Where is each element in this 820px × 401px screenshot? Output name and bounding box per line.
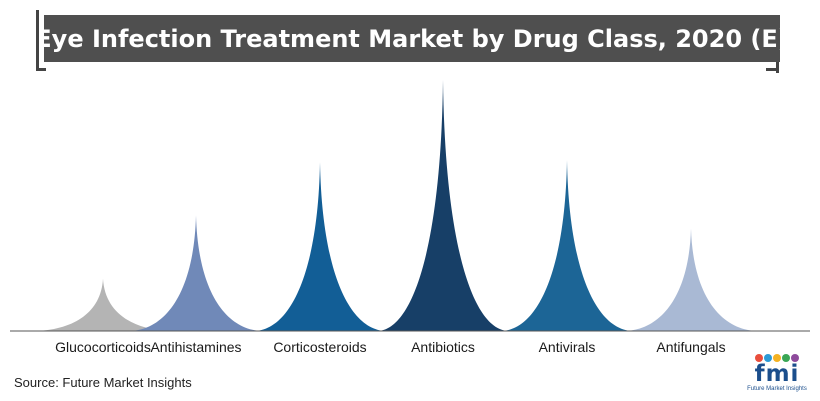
- logo-tagline: Future Market Insights: [747, 386, 807, 392]
- peak-glucocorticoids: [38, 278, 168, 331]
- chart-title: Eye Infection Treatment Market by Drug C…: [44, 15, 780, 62]
- peak-antibiotics: [378, 80, 508, 331]
- frame-corner-top-left-foot: [36, 68, 46, 71]
- logo-dot: [773, 354, 781, 362]
- logo-dot: [782, 354, 790, 362]
- category-label-antihistamines: Antihistamines: [150, 339, 241, 355]
- category-label-antivirals: Antivirals: [539, 339, 596, 355]
- logo-dot: [764, 354, 772, 362]
- logo-brand: fmi: [754, 361, 800, 387]
- category-label-corticosteroids: Corticosteroids: [273, 339, 366, 355]
- category-labels-group: Glucocorticoids Antihistamines Corticoster…: [55, 339, 725, 355]
- peak-antivirals: [502, 160, 632, 331]
- logo-dot: [755, 354, 763, 362]
- fmi-logo: fmi Future Market Insights: [737, 350, 817, 396]
- frame-corner-right-foot: [766, 68, 779, 71]
- peaks-group: [38, 80, 756, 331]
- source-note: Source: Future Market Insights: [14, 375, 192, 390]
- peak-corticosteroids: [255, 162, 385, 331]
- peak-antifungals: [626, 228, 756, 331]
- category-label-glucocorticoids: Glucocorticoids: [55, 339, 151, 355]
- frame-corner-top-left: [36, 10, 39, 71]
- category-label-antibiotics: Antibiotics: [411, 339, 475, 355]
- logo-dot: [791, 354, 799, 362]
- peak-antihistamines: [131, 215, 261, 331]
- category-label-antifungals: Antifungals: [656, 339, 725, 355]
